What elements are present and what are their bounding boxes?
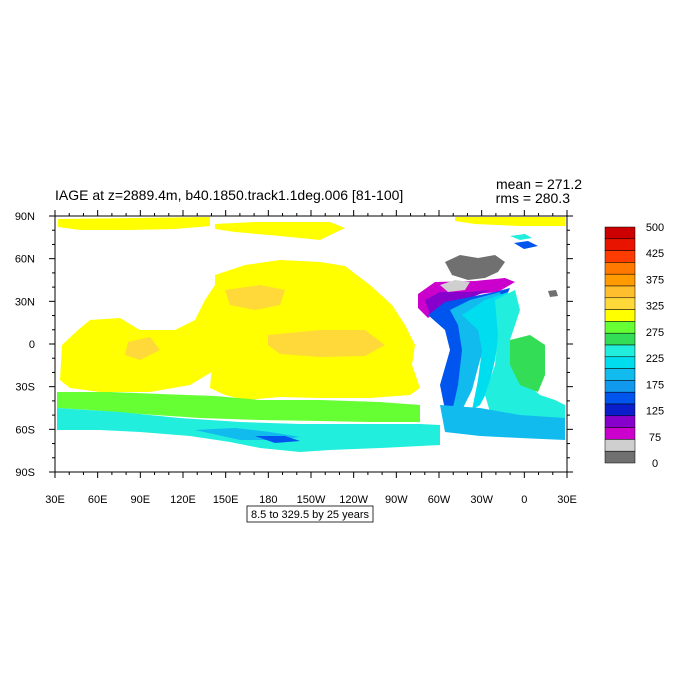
arctic-islands-gray xyxy=(548,290,558,297)
x-tick-label: 60E xyxy=(88,494,108,506)
colorbar-swatch xyxy=(604,368,636,381)
colorbar-label: 375 xyxy=(646,274,664,286)
colorbar-swatch xyxy=(604,450,636,464)
y-tick-label: 90S xyxy=(15,467,35,479)
pacific-old-patch-north xyxy=(225,285,285,310)
colorbar-label: 275 xyxy=(646,327,664,339)
colorbar-swatch xyxy=(604,309,636,322)
colorbar-label: 0 xyxy=(652,458,658,470)
contour-info-box xyxy=(246,505,374,523)
contour-info-text: 8.5 to 329.5 by 25 years xyxy=(251,509,370,521)
x-tick-labels: 30E 60E 90E 120E 150E 180 150W 120W 90W 60W 30W 0 30… xyxy=(45,494,577,506)
map-field xyxy=(57,217,565,452)
baffin-cyan xyxy=(510,234,532,240)
colorbar-swatch xyxy=(604,391,636,405)
y-tick-labels: 90N 60N 30N 0 30S 60S 90S xyxy=(15,211,35,479)
southern-ocean-green xyxy=(57,392,420,422)
colorbar-label: 425 xyxy=(646,248,664,260)
x-tick-label: 120E xyxy=(170,494,196,506)
colorbar-swatch xyxy=(604,415,636,428)
nordic-seas-gray xyxy=(445,255,505,280)
y-tick-label: 60S xyxy=(15,424,35,436)
chart-title: IAGE at z=2889.4m, b40.1850.track1.1deg.… xyxy=(55,187,403,203)
colorbar-swatch xyxy=(604,356,636,369)
y-tick-label: 30N xyxy=(15,296,35,308)
arctic-region-atlantic xyxy=(455,217,565,226)
colorbar-label: 325 xyxy=(646,301,664,313)
southern-ocean-deep-blue xyxy=(255,436,300,443)
x-tick-label: 120W xyxy=(339,494,368,506)
arctic-region xyxy=(58,217,210,230)
colorbar-label: 175 xyxy=(646,379,664,391)
colorbar-label: 500 xyxy=(646,222,664,234)
indian-ocean-region xyxy=(60,285,215,392)
colorbar-swatch xyxy=(604,262,636,275)
x-tick-label: 90E xyxy=(131,494,151,506)
colorbar-labels: 500 425 375 325 275 225 175 125 75 0 xyxy=(646,222,664,470)
colorbar-swatch xyxy=(604,344,636,358)
colorbar-swatch xyxy=(604,380,636,393)
y-tick-label: 90N xyxy=(15,211,35,223)
indian-ocean-old-patch xyxy=(125,337,160,360)
east-atlantic-cyan xyxy=(485,290,565,420)
baffin-blue xyxy=(514,241,538,249)
colorbar-swatch xyxy=(604,273,636,287)
colorbar-swatch xyxy=(604,297,636,310)
arctic-region-east xyxy=(215,222,345,240)
y-tick-label: 60N xyxy=(15,254,35,266)
colorbar-swatch xyxy=(604,332,636,346)
colorbar-swatch xyxy=(604,403,636,417)
axis-ticks xyxy=(49,210,573,478)
colorbar-swatch xyxy=(604,321,636,334)
mean-stat: mean = 271.2 xyxy=(496,176,582,192)
pacific-old-patch-central xyxy=(268,330,385,357)
x-tick-label: 30E xyxy=(557,494,577,506)
x-tick-label: 30W xyxy=(470,494,493,506)
colorbar xyxy=(604,226,636,464)
x-tick-label: 180 xyxy=(259,494,277,506)
rms-stat: rms = 280.3 xyxy=(496,190,571,206)
colorbar-label: 75 xyxy=(649,432,661,444)
y-tick-label: 30S xyxy=(15,382,35,394)
x-tick-label: 150E xyxy=(213,494,239,506)
x-tick-label: 150W xyxy=(297,494,326,506)
colorbar-swatch xyxy=(604,238,636,251)
colorbar-swatch xyxy=(604,285,636,299)
x-tick-label: 30E xyxy=(45,494,65,506)
atlantic-sector-blue xyxy=(440,405,565,440)
colorbar-label: 225 xyxy=(646,353,664,365)
colorbar-swatch xyxy=(604,439,636,452)
x-tick-label: 0 xyxy=(521,494,527,506)
colorbar-swatch xyxy=(604,250,636,263)
angola-basin-green xyxy=(510,335,545,392)
colorbar-swatch xyxy=(604,427,636,440)
north-atlantic-purple xyxy=(418,278,515,318)
nordic-seas-lightgray xyxy=(440,280,470,292)
colorbar-label: 125 xyxy=(646,406,664,418)
x-tick-label: 90W xyxy=(385,494,408,506)
x-tick-label: 60W xyxy=(428,494,451,506)
colorbar-swatch xyxy=(604,226,636,240)
pacific-ocean-region xyxy=(210,260,420,400)
y-tick-label: 0 xyxy=(29,339,35,351)
